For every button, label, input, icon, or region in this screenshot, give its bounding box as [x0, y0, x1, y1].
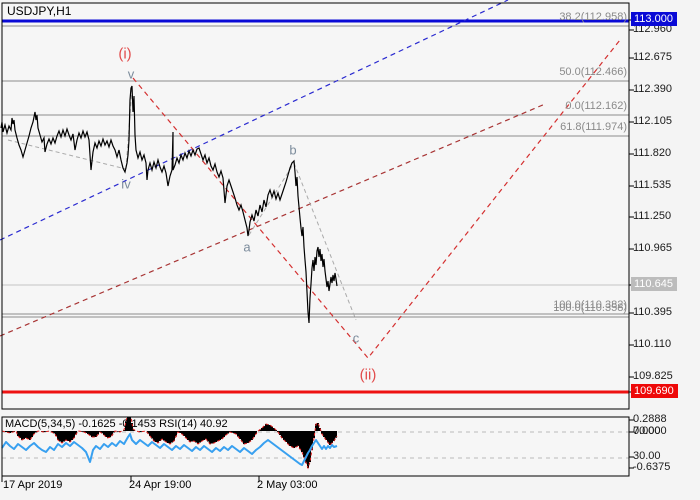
price-axis-label: 112.960 [633, 23, 672, 35]
indicator-scale-label: 0.2888 [633, 413, 667, 425]
date-axis-label: 24 Apr 19:00 [129, 479, 192, 491]
price-axis-label: 110.110 [633, 338, 672, 350]
fib-level-label: 0.0(112.162) [565, 100, 627, 112]
price-axis-label: 110.395 [633, 306, 672, 318]
fib-level-label: 50.0(112.466) [559, 66, 627, 78]
wave-label-v: v [127, 66, 135, 82]
date-axis-label: 2 May 03:00 [257, 479, 318, 491]
wave-label-b: b [289, 142, 297, 158]
wave-label-ii: (ii) [359, 366, 377, 384]
symbol-timeframe-label: USDJPY,H1 [7, 4, 72, 18]
price-axis-label: 109.825 [633, 370, 673, 382]
price-axis-label: 112.675 [633, 51, 672, 63]
fib-level-label: 38.2(112.958) [559, 11, 627, 23]
indicator-scale-label: 0.0000 [633, 425, 667, 437]
macd-readout-label: MACD(5,34,5) -0.1625 -0.1453 RSI(14) 40.… [5, 418, 228, 430]
price-axis-label: 112.105 [633, 115, 672, 127]
wave-label-i: (i) [118, 45, 132, 63]
indicator-scale-label: 70.00 [633, 425, 661, 437]
wave-label-c: c [352, 330, 360, 346]
indicator-scale-label: 30.00 [633, 450, 661, 462]
date-axis-label: 17 Apr 2019 [3, 479, 63, 491]
price-badge-113.000: 113.000 [631, 12, 677, 26]
price-axis-label: 111.250 [633, 210, 672, 222]
price-badge-109.690: 109.690 [631, 384, 678, 398]
price-axis-label: 111.535 [633, 179, 672, 191]
price-axis-label: 110.965 [633, 242, 672, 254]
wave-label-a: a [243, 239, 251, 255]
wave-label-iv: iv [121, 176, 131, 192]
fib-level-label: 100.0(110.358) [553, 302, 627, 314]
fib-level-label: 61.8(111.974) [560, 121, 627, 133]
price-chart-area[interactable] [2, 3, 629, 409]
price-badge-110.645: 110.645 [631, 277, 677, 291]
indicator-scale-label: -0.6375 [633, 461, 671, 473]
price-axis-label: 111.820 [633, 147, 672, 159]
price-axis-label: 112.390 [633, 83, 672, 95]
